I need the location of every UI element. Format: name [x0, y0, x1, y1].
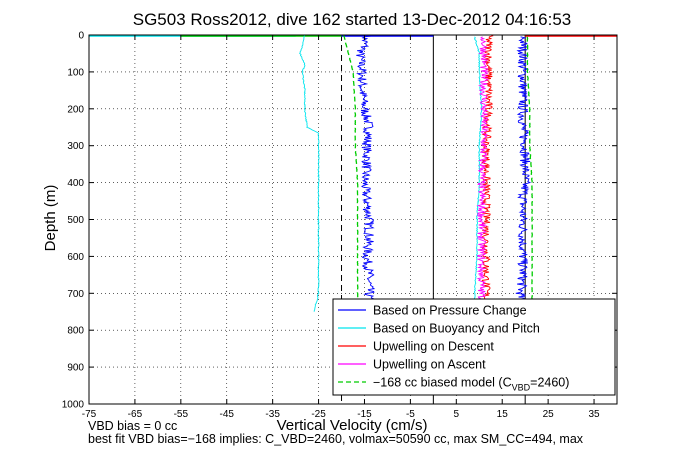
x-tick-label: -65 [128, 409, 143, 420]
series-line-2 [481, 34, 494, 313]
legend-label: −168 cc biased model (CVBD=2460) [373, 376, 569, 393]
legend-label: Based on Pressure Change [373, 304, 527, 318]
y-tick-label: 200 [67, 104, 84, 115]
best-fit-note: best fit VBD bias=−168 implies: C_VBD=24… [88, 432, 584, 446]
y-tick-label: 800 [67, 326, 84, 337]
legend-box [332, 298, 616, 396]
vbd-bias-note: VBD bias = 0 cc [88, 419, 178, 433]
x-tick-label: -45 [220, 409, 235, 420]
series-line-1 [473, 36, 483, 312]
y-tick-label: 0 [78, 31, 84, 42]
y-tick-label: 500 [67, 215, 84, 226]
series-line-4 [343, 35, 359, 312]
series-line-0 [356, 34, 376, 313]
legend-label: Upwelling on Descent [373, 340, 494, 354]
x-tick-label: -5 [406, 409, 415, 420]
x-tick-label: -25 [311, 409, 326, 420]
notes: VBD bias = 0 cc best fit VBD bias=−168 i… [88, 420, 583, 446]
y-tick-label: 1000 [62, 400, 85, 411]
legend-label: Based on Buoyancy and Pitch [373, 322, 540, 336]
x-tick-label: 25 [543, 409, 555, 420]
x-tick-label: -55 [174, 409, 189, 420]
x-tick-label: 15 [497, 409, 509, 420]
x-tick-label: -35 [265, 409, 280, 420]
series-line-4 [526, 36, 534, 312]
x-tick-label: 35 [588, 409, 600, 420]
y-axis-label: Depth (m) [42, 185, 59, 252]
legend: Based on Pressure Change Based on Buoyanc… [332, 298, 616, 396]
y-tick-label: 700 [67, 289, 84, 300]
x-tick-label: -15 [357, 409, 372, 420]
x-axis-label: Vertical Velocity (cm/s) [277, 417, 428, 434]
series-line-3 [476, 36, 490, 313]
y-tick-label: 600 [67, 252, 84, 263]
x-tick-label: -75 [82, 409, 97, 420]
y-tick-label: 300 [67, 141, 84, 152]
x-tick-label: 5 [454, 409, 460, 420]
legend-label: Upwelling on Ascent [373, 358, 486, 372]
y-tick-label: 100 [67, 67, 84, 78]
y-tick-label: 900 [67, 363, 84, 374]
series-line-0 [514, 36, 532, 313]
chart-title: SG503 Ross2012, dive 162 started 13-Dec-… [133, 10, 572, 29]
y-tick-label: 400 [67, 178, 84, 189]
plot-area: -75 -65 -55 -45 -35 -25 -15 -5 5 15 25 350100200300… [62, 31, 618, 420]
series-line-1 [299, 34, 320, 312]
